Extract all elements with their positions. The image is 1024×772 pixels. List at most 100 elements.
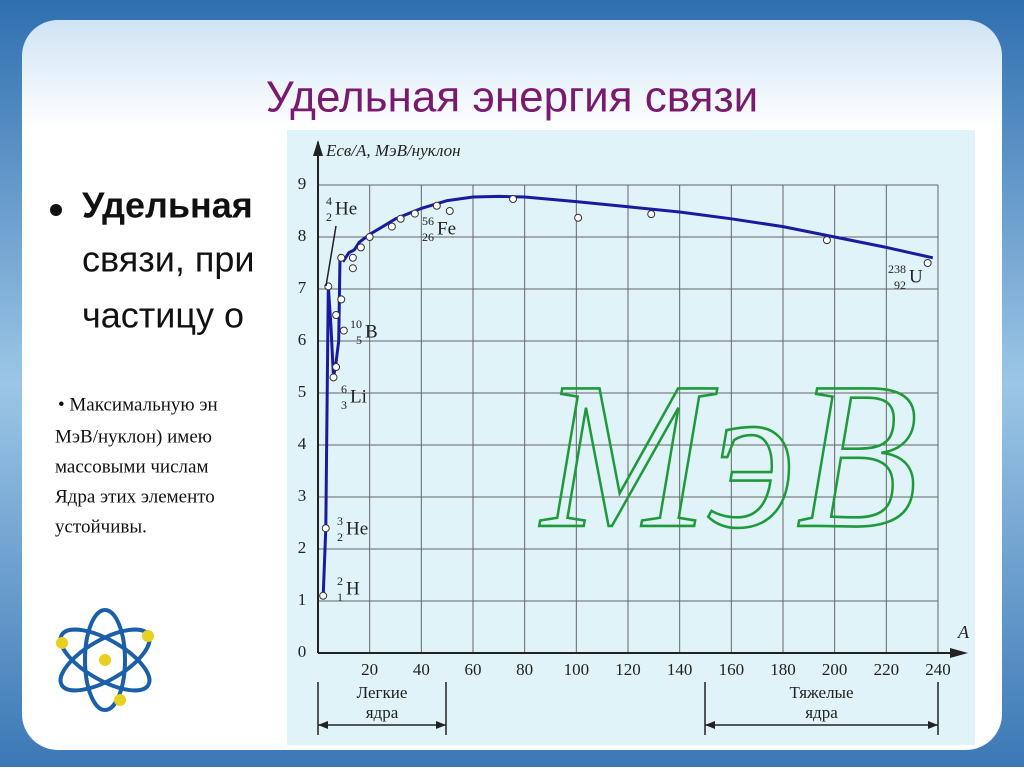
range-label: Легкие xyxy=(357,683,408,702)
range-label-bg xyxy=(342,703,422,723)
data-point xyxy=(356,243,365,252)
handwriting: МэВ xyxy=(539,340,919,572)
x-axis-label: A xyxy=(957,622,970,642)
isotope-charge: 92 xyxy=(894,278,906,292)
isotope-symbol: U xyxy=(909,266,923,287)
x-tick-label: 240 xyxy=(925,660,951,679)
data-point xyxy=(348,253,357,262)
range-label: ядра xyxy=(805,703,838,722)
range-label-bg xyxy=(781,683,862,703)
isotope-label: 4 2 He xyxy=(326,194,357,224)
data-point xyxy=(365,233,374,241)
isotope-mass: 6 xyxy=(341,382,347,396)
data-point xyxy=(348,264,357,273)
range-label: ядра xyxy=(366,703,399,722)
isotope-symbol: He xyxy=(346,518,368,539)
x-tick-label: 20 xyxy=(361,660,378,679)
data-point xyxy=(574,213,583,222)
isotope-charge: 26 xyxy=(422,230,434,244)
x-axis-arrow xyxy=(950,648,968,658)
y-tick-label: 7 xyxy=(298,278,307,297)
y-tick-label: 5 xyxy=(298,382,307,401)
data-point xyxy=(332,363,341,371)
x-tick-label: 60 xyxy=(465,660,482,679)
isotope-symbol: B xyxy=(365,321,378,342)
note-line: Ядра этих элементо xyxy=(55,486,215,507)
pointer xyxy=(325,225,337,287)
data-point xyxy=(410,209,419,218)
x-tick-label: 40 xyxy=(413,660,430,679)
data-point xyxy=(319,591,328,600)
data-point xyxy=(396,214,405,223)
data-point xyxy=(321,524,330,533)
y-tick-label: 6 xyxy=(298,330,307,349)
note-line: устойчивы. xyxy=(55,516,147,537)
isotope-charge: 3 xyxy=(341,398,347,412)
chart-panel xyxy=(287,130,975,745)
bullet: Удельная связи, при частицу о xyxy=(50,185,254,336)
isotope-charge: 5 xyxy=(356,333,362,347)
note-line: массовыми числам xyxy=(55,456,208,477)
data-point xyxy=(445,207,454,215)
isotope-symbol: Li xyxy=(350,386,367,407)
bullet-line: связи, при xyxy=(82,239,254,280)
x-tick-label: 180 xyxy=(770,660,796,679)
x-tick-label: 160 xyxy=(719,660,745,679)
isotope-label: 3 2 He xyxy=(337,514,368,544)
isotope-mass: 3 xyxy=(337,514,343,528)
y-tick-label: 9 xyxy=(298,174,307,193)
bullet-line: Удельная xyxy=(82,185,253,226)
isotope-charge: 1 xyxy=(337,590,343,604)
data-point xyxy=(387,222,396,231)
isotope-label: 2 1 H xyxy=(337,574,360,604)
isotope-mass: 4 xyxy=(326,194,332,208)
note-line: • Максимальную эн xyxy=(58,394,218,415)
isotope-charge: 2 xyxy=(337,530,343,544)
range-label-bg xyxy=(342,683,422,703)
isotope-symbol: Fe xyxy=(437,218,456,239)
x-tick-label: 220 xyxy=(874,660,900,679)
y-tick-label: 4 xyxy=(298,434,307,453)
data-point xyxy=(923,259,932,267)
x-tick-label: 140 xyxy=(667,660,693,679)
range-label-bg xyxy=(781,703,862,723)
isotope-label: 238 92 U xyxy=(888,262,923,292)
y-tick-label: 3 xyxy=(298,486,307,505)
bullet-dot xyxy=(50,204,62,216)
data-point xyxy=(332,311,341,319)
data-point xyxy=(509,195,518,204)
range-label: Тяжелые xyxy=(789,683,853,702)
y-axis-label: Eсв/A, МэВ/нуклон xyxy=(325,141,461,160)
data-point xyxy=(647,210,656,219)
y-axis-arrow xyxy=(313,140,323,156)
slide-title: Удельная энергия связи xyxy=(266,73,758,122)
isotope-label: 56 26 Fe xyxy=(422,214,456,244)
atom-icon xyxy=(56,608,154,712)
y-tick-label: 0 xyxy=(298,642,307,661)
data-point xyxy=(329,373,338,382)
isotope-mass: 238 xyxy=(888,262,906,276)
bullet-line: частицу о xyxy=(82,295,244,336)
x-tick-label: 120 xyxy=(615,660,641,679)
isotope-mass: 56 xyxy=(422,214,434,228)
isotope-label: 10 5 B xyxy=(350,317,378,347)
data-point xyxy=(337,253,346,262)
data-point xyxy=(822,236,831,245)
data-point xyxy=(339,326,348,335)
isotope-charge: 2 xyxy=(326,210,332,224)
x-tick-label: 200 xyxy=(822,660,848,679)
isotope-label: 6 3 Li xyxy=(341,382,367,412)
note: • Максимальную эн МэВ/нуклон) имею массо… xyxy=(55,394,218,537)
y-tick-label: 8 xyxy=(298,226,307,245)
note-line: МэВ/нуклон) имею xyxy=(55,426,212,447)
isotope-symbol: He xyxy=(335,198,357,219)
data-point xyxy=(337,295,346,304)
y-tick-label: 2 xyxy=(298,538,307,557)
isotope-mass: 2 xyxy=(337,574,343,588)
y-tick-label: 1 xyxy=(298,590,307,609)
isotope-mass: 10 xyxy=(350,317,362,331)
x-tick-label: 100 xyxy=(564,660,590,679)
x-tick-label: 80 xyxy=(516,660,533,679)
data-point xyxy=(432,201,441,210)
